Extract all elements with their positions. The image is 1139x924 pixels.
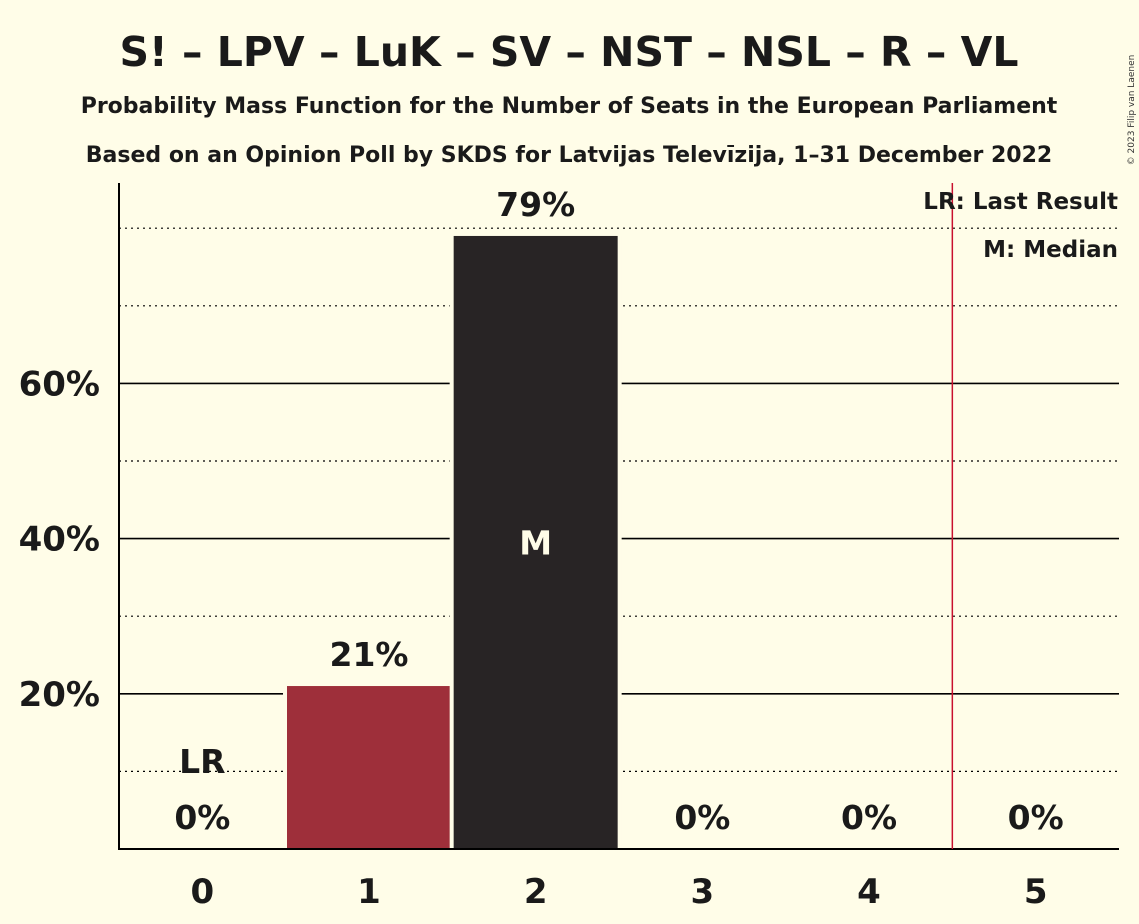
x-tick-label: 5 [1024, 872, 1048, 912]
x-tick-label: 0 [190, 872, 214, 912]
axis-ticks: 20% 40% 60% 0 1 2 3 4 5 [19, 364, 1048, 912]
x-tick-label: 2 [524, 872, 548, 912]
x-tick-label: 1 [357, 872, 381, 912]
y-tick-label: 60% [19, 364, 100, 404]
copyright-note: © 2023 Filip van Laenen [1127, 55, 1137, 166]
chart-subtitle-2: Based on an Opinion Poll by SKDS for Lat… [86, 143, 1052, 168]
x-tick-label: 3 [690, 872, 714, 912]
value-label-seat-3: 0% [674, 798, 730, 837]
value-label-seat-0: 0% [174, 798, 230, 837]
last-result-marker: LR [179, 742, 225, 781]
bar-seat-1 [287, 686, 451, 849]
legend-last-result: LR: Last Result [923, 189, 1118, 215]
value-label-seat-2: 79% [496, 185, 575, 224]
value-label-seat-5: 0% [1008, 798, 1064, 837]
value-label-seat-1: 21% [330, 635, 409, 674]
x-tick-label: 4 [857, 872, 881, 912]
median-marker: M [519, 523, 552, 562]
value-label-seat-4: 0% [841, 798, 897, 837]
y-tick-label: 40% [19, 520, 100, 560]
chart-title: S! – LPV – LuK – SV – NST – NSL – R – VL [119, 28, 1018, 76]
legend-median: M: Median [983, 237, 1118, 263]
bars [283, 235, 622, 849]
bar-seat-2 [453, 235, 618, 849]
data-labels: 0% 21% 79% 0% 0% 0% M LR [174, 185, 1063, 837]
chart-subtitle-1: Probability Mass Function for the Number… [81, 94, 1058, 119]
y-tick-label: 20% [19, 675, 100, 715]
